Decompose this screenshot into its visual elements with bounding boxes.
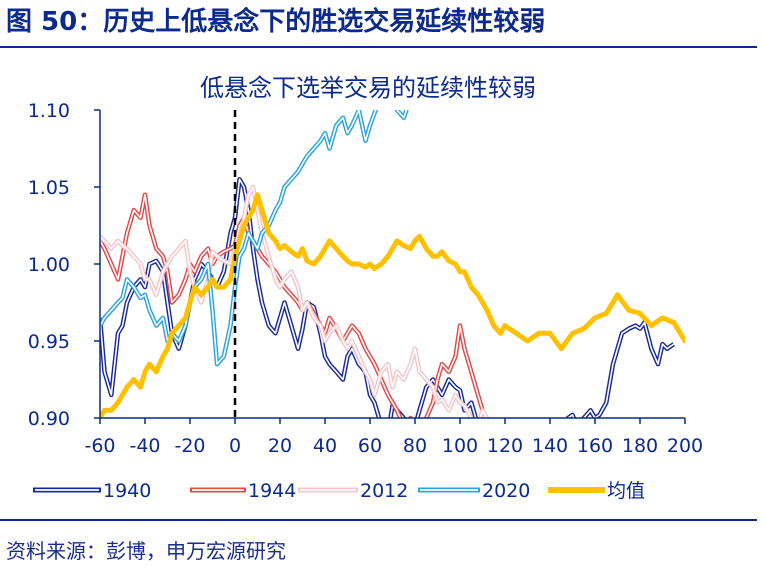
series-line-2012 bbox=[100, 184, 490, 418]
chart-title: 低悬念下选举交易的延续性较弱 bbox=[200, 74, 536, 102]
top-divider bbox=[0, 46, 757, 48]
x-tick-label: -40 bbox=[129, 435, 160, 457]
x-tick-label: 180 bbox=[622, 435, 658, 457]
x-tick-label: -60 bbox=[84, 435, 115, 457]
x-tick-label: 120 bbox=[487, 435, 523, 457]
legend-label: 2012 bbox=[360, 480, 408, 502]
y-tick-label: 0.90 bbox=[28, 408, 70, 430]
y-tick-label: 1.10 bbox=[28, 100, 70, 122]
series-line-2012-inner bbox=[100, 186, 488, 418]
figure-title: 图 50：历史上低悬念下的胜选交易延续性较弱 bbox=[6, 7, 546, 37]
x-tick-label: 100 bbox=[442, 435, 478, 457]
x-tick-label: 0 bbox=[229, 435, 241, 457]
source-note: 资料来源：彭博，申万宏源研究 bbox=[6, 539, 286, 563]
y-tick-label: 1.05 bbox=[28, 177, 70, 199]
series-line-2020-inner bbox=[100, 110, 408, 365]
x-tick-label: 80 bbox=[403, 435, 427, 457]
series-line-2020 bbox=[100, 110, 409, 367]
x-tick-label: 40 bbox=[313, 435, 337, 457]
series-line-average bbox=[100, 192, 685, 418]
legend-label: 1940 bbox=[103, 480, 151, 502]
y-tick-label: 0.95 bbox=[28, 331, 70, 353]
x-tick-label: 140 bbox=[532, 435, 568, 457]
x-tick-label: 160 bbox=[577, 435, 613, 457]
bottom-divider bbox=[0, 519, 757, 521]
legend-label: 2020 bbox=[482, 480, 530, 502]
x-tick-label: -20 bbox=[174, 435, 205, 457]
legend-label: 均值 bbox=[607, 480, 645, 502]
series-line-2012-outer bbox=[100, 184, 490, 418]
x-tick-label: 60 bbox=[358, 435, 382, 457]
x-tick-label: 20 bbox=[268, 435, 292, 457]
y-tick-label: 1.00 bbox=[28, 254, 70, 276]
x-tick-label: 200 bbox=[667, 435, 703, 457]
legend-label: 1944 bbox=[248, 480, 296, 502]
